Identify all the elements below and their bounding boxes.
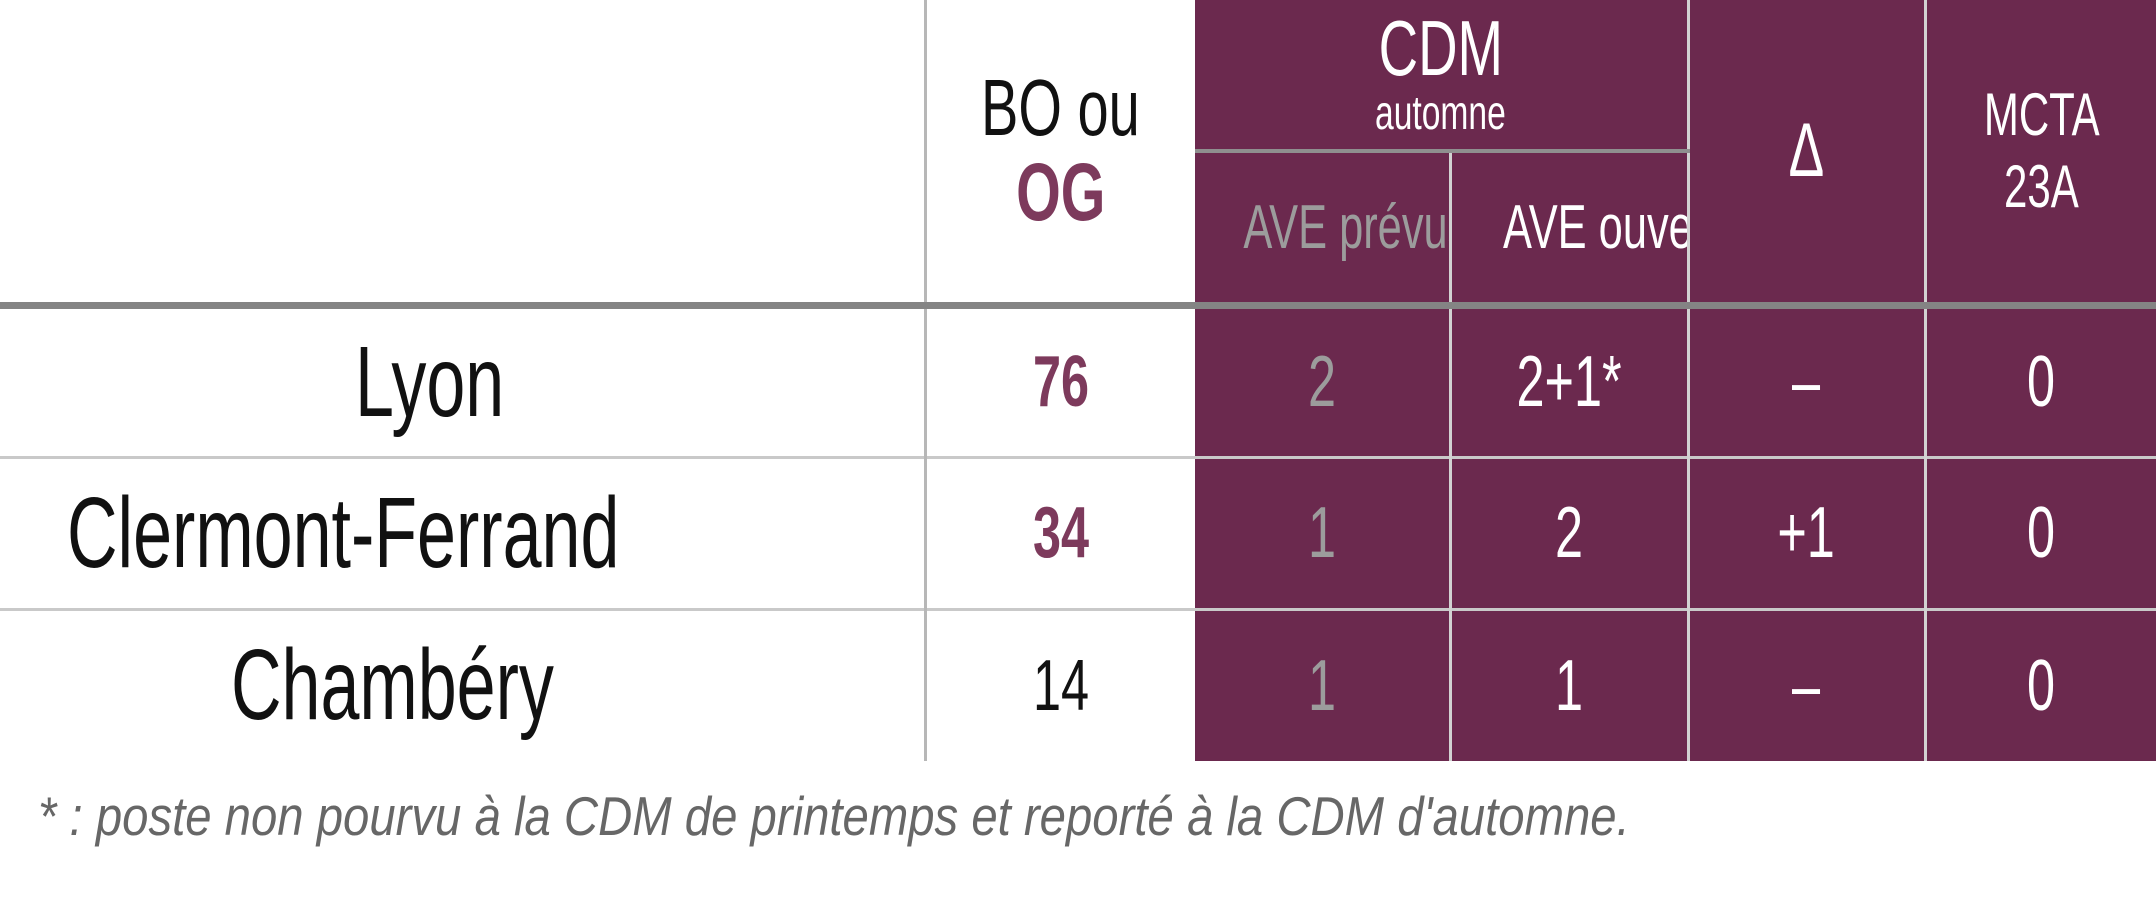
delta-cell: – — [1686, 607, 1926, 761]
mcta-cell: 0 — [1923, 455, 2156, 609]
ave-prevus-cell: 2 — [1195, 301, 1450, 457]
ave-prevus-cell: 1 — [1195, 607, 1450, 761]
cdm-subtitle: automne — [1375, 86, 1507, 140]
og-label: OG — [1016, 146, 1106, 238]
ave-ouverts-cell: 2 — [1448, 455, 1689, 609]
bo-og-cell: 34 — [925, 455, 1195, 609]
bo-ou-label: BO ou — [981, 62, 1141, 152]
ave-prevus-column-header: AVE prévus — [1195, 151, 1450, 305]
city-cell: Lyon — [0, 301, 927, 457]
city-cell: Clermont-Ferrand — [0, 455, 927, 609]
delta-cell: +1 — [1686, 455, 1926, 609]
bo-og-cell: 14 — [925, 607, 1195, 761]
mcta-column-header: MCTA 23A — [1923, 0, 2156, 305]
mcta-cell: 0 — [1923, 607, 2156, 761]
ave-ouverts-cell: 1 — [1448, 607, 1689, 761]
cdm-automne-group-header: CDM automne — [1195, 0, 1689, 153]
table-row-lyon: Lyon 76 2 2+1* – 0 — [0, 301, 2156, 457]
mcta-cell: 0 — [1923, 301, 2156, 457]
cdm-title: CDM — [1378, 4, 1503, 93]
footnote: * : poste non pourvu à la CDM de printem… — [38, 785, 1630, 847]
delta-symbol: Δ — [1788, 108, 1825, 194]
ave-prevus-cell: 1 — [1195, 455, 1450, 609]
mcta-label: MCTA — [1983, 80, 2100, 148]
bo-og-column-header: BO ou OG — [925, 0, 1195, 305]
ave-ouverts-cell: 2+1* — [1448, 301, 1689, 457]
city-column-header-empty — [0, 0, 927, 305]
city-cell: Chambéry — [0, 607, 927, 761]
bo-og-cell: 76 — [925, 301, 1195, 457]
table-row-clermont-ferrand: Clermont-Ferrand 34 1 2 +1 0 — [0, 455, 2156, 609]
cdm-table: BO ou OG CDM automne Δ MCTA 23A AVE prév… — [0, 0, 2156, 761]
delta-cell: – — [1686, 301, 1926, 457]
delta-column-header: Δ — [1686, 0, 1926, 305]
table-row-chambery: Chambéry 14 1 1 – 0 — [0, 607, 2156, 761]
ave-ouverts-column-header: AVE ouverts — [1448, 151, 1689, 305]
mcta-year-label: 23A — [2003, 152, 2079, 220]
